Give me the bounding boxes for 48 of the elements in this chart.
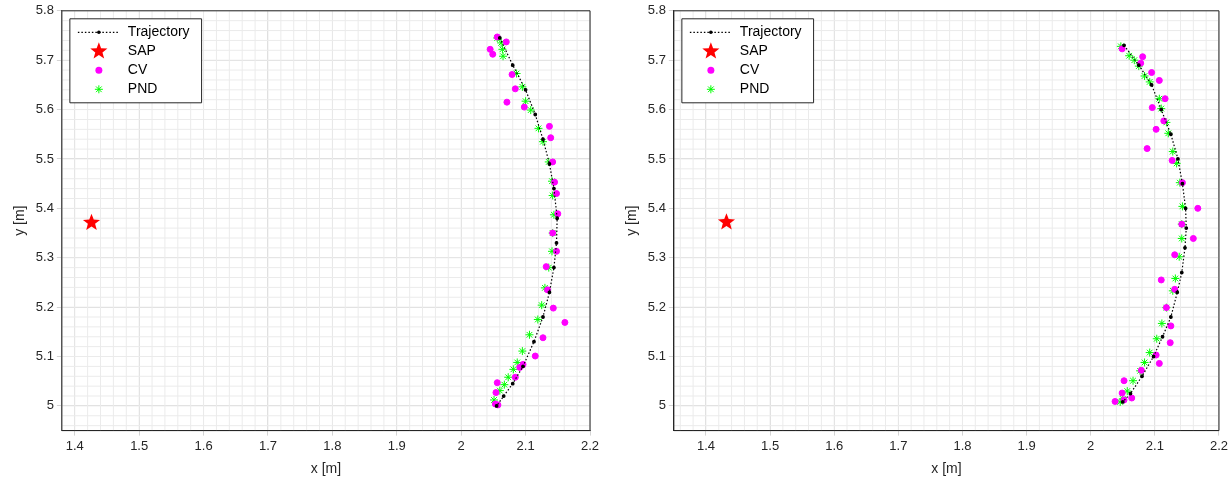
- legend-label: Trajectory: [127, 23, 190, 40]
- y-axis-title: y [m]: [11, 205, 28, 236]
- y-tick-label: 5.6: [35, 101, 54, 117]
- y-tick-label: 5.4: [647, 199, 666, 215]
- x-axis-title: x [m]: [310, 460, 342, 477]
- x-tick-label: 2.2: [580, 437, 600, 453]
- x-tick-label: 1.6: [194, 437, 213, 453]
- x-tick-label: 2.1: [1145, 437, 1164, 453]
- y-tick-label: 5.5: [35, 150, 54, 166]
- y-tick-label: 5.4: [35, 199, 54, 215]
- y-tick-label: 5: [658, 397, 666, 413]
- y-tick-label: 5.8: [35, 2, 54, 18]
- x-tick-label: 1.7: [258, 437, 278, 453]
- x-tick-label: 2.1: [516, 437, 535, 453]
- y-tick-label: 5.7: [35, 51, 54, 67]
- x-tick-label: 1.8: [323, 437, 342, 453]
- x-axis-title: x [m]: [931, 460, 962, 477]
- y-tick-label: 5.5: [647, 150, 666, 166]
- y-tick-label: 5.2: [647, 298, 666, 314]
- y-tick-label: 5.3: [647, 249, 666, 265]
- legend-label: CV: [127, 61, 148, 78]
- x-tick-label: 2.2: [1209, 437, 1228, 453]
- x-tick-label: 1.9: [1017, 437, 1036, 453]
- legend-label: PND: [127, 80, 158, 97]
- legend-label: SAP: [127, 42, 156, 59]
- legend-label: Trajectory: [739, 23, 802, 40]
- x-tick-label: 1.8: [953, 437, 972, 453]
- x-tick-label: 2: [1087, 437, 1095, 453]
- y-tick-label: 5.2: [35, 298, 54, 314]
- y-tick-label: 5: [46, 397, 54, 413]
- y-tick-label: 5.7: [647, 51, 666, 67]
- x-tick-label: 1.9: [387, 437, 406, 453]
- y-axis-title: y [m]: [623, 205, 640, 236]
- x-tick-label: 1.7: [889, 437, 908, 453]
- legend-label: CV: [739, 61, 760, 78]
- y-tick-label: 5.3: [35, 249, 54, 265]
- x-tick-label: 1.4: [696, 437, 715, 453]
- y-tick-label: 5.8: [647, 2, 666, 18]
- x-tick-label: 1.4: [65, 437, 84, 453]
- legend-label: SAP: [739, 42, 768, 59]
- x-tick-label: 2: [457, 437, 465, 453]
- y-tick-label: 5.1: [35, 348, 54, 364]
- x-tick-label: 1.6: [825, 437, 844, 453]
- x-tick-label: 1.5: [761, 437, 780, 453]
- y-tick-label: 5.1: [647, 348, 666, 364]
- legend-label: PND: [739, 80, 770, 97]
- y-tick-label: 5.6: [647, 101, 666, 117]
- x-tick-label: 1.5: [130, 437, 149, 453]
